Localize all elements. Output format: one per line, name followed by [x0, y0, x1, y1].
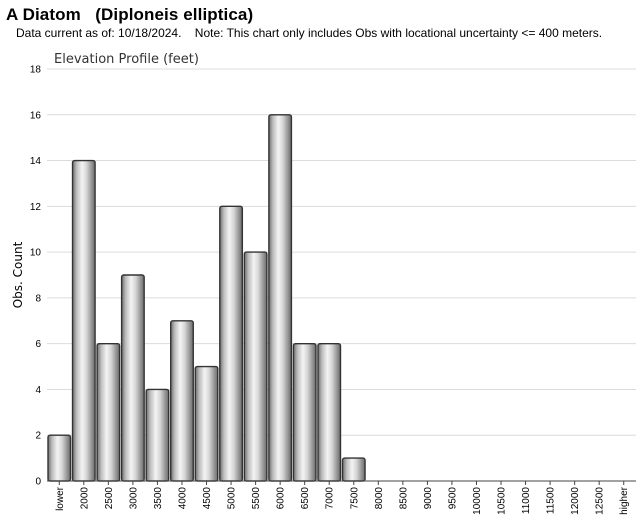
y-tick-label: 12	[30, 202, 42, 213]
chart-title: Elevation Profile (feet)	[54, 52, 199, 67]
x-tick-label: 5500	[251, 487, 262, 510]
y-tick-label: 16	[30, 110, 42, 121]
x-tick-label: 8500	[398, 487, 409, 510]
x-tick-label: 9500	[447, 487, 458, 510]
y-tick-label: 0	[35, 477, 41, 488]
bar	[341, 457, 366, 482]
x-axis-ticks: lower 2000 2500 3000 3500 4000 4500 5000 5500 600…	[55, 481, 630, 515]
bar	[243, 251, 268, 482]
x-tick-label: 4500	[202, 487, 213, 510]
data-note: Data current as of: 10/18/2024. Note: Th…	[16, 26, 603, 40]
y-tick-label: 18	[30, 65, 42, 76]
x-tick-label: 11500	[546, 487, 557, 515]
x-tick-label: higher	[619, 486, 630, 514]
grid-lines	[47, 68, 636, 436]
y-tick-label: 14	[30, 156, 42, 167]
bars	[47, 114, 366, 482]
x-tick-label: 3000	[128, 487, 139, 510]
y-tick-label: 2	[35, 431, 41, 442]
x-tick-label: 7000	[325, 487, 336, 510]
y-tick-label: 8	[35, 293, 41, 304]
x-tick-label: 6000	[276, 487, 287, 510]
bar	[71, 159, 96, 482]
x-tick-label: 10500	[497, 487, 508, 515]
bar	[96, 342, 121, 482]
x-tick-label: 9000	[423, 487, 434, 510]
x-tick-label: 3500	[153, 487, 164, 510]
x-tick-label: 12000	[570, 487, 581, 515]
bar	[268, 114, 293, 482]
y-axis-ticks: 0 2 4 6 8 10 12 14 16 18	[30, 65, 42, 488]
bar	[120, 274, 145, 482]
y-tick-label: 10	[30, 248, 42, 259]
bar	[292, 342, 317, 482]
x-tick-label: 6500	[300, 487, 311, 510]
bar	[170, 320, 194, 482]
y-tick-label: 6	[35, 339, 41, 350]
x-tick-label: 8000	[374, 487, 385, 510]
bar	[194, 365, 219, 482]
x-tick-label: 4000	[177, 487, 188, 510]
bar	[317, 342, 342, 482]
x-tick-label: 10000	[472, 487, 483, 515]
x-tick-label: 5000	[227, 487, 238, 510]
x-tick-label: 11000	[521, 487, 532, 515]
x-tick-label: 2500	[104, 487, 115, 510]
y-axis-title: Obs. Count	[11, 241, 25, 308]
x-tick-label: 7500	[349, 487, 360, 510]
bar	[145, 388, 170, 482]
x-tick-label: lower	[55, 486, 66, 511]
page-title: A Diatom (Diploneis elliptica)	[6, 5, 254, 24]
x-tick-label: 2000	[79, 487, 90, 510]
x-tick-label: 12500	[595, 487, 606, 515]
y-tick-label: 4	[35, 385, 41, 396]
bar	[47, 434, 72, 482]
bar	[219, 205, 244, 482]
